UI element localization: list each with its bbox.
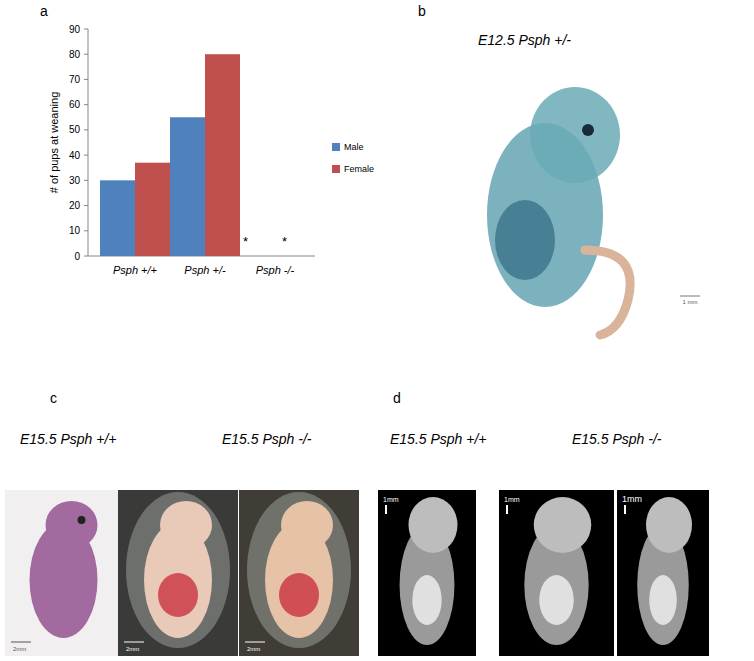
mri-bg xyxy=(499,490,614,656)
liver xyxy=(279,573,319,617)
embryo-eye xyxy=(582,124,594,136)
y-tick xyxy=(84,256,88,257)
mri-head xyxy=(534,497,592,553)
bars xyxy=(100,54,240,256)
scale-bar-label: 1mm xyxy=(383,496,399,503)
embryo-liver xyxy=(495,200,555,280)
y-tick xyxy=(84,104,88,105)
legend-label: Male xyxy=(344,142,364,152)
annotation: * xyxy=(282,234,287,249)
scale-bar-label: 2mm xyxy=(13,646,26,652)
mri-image xyxy=(617,490,709,656)
embryo-head xyxy=(46,501,98,549)
y-tick xyxy=(84,54,88,55)
scale-bar xyxy=(680,296,700,297)
panel-title: E15.5 Psph +/+ xyxy=(20,431,117,447)
eye xyxy=(78,516,86,524)
embryo-b xyxy=(487,87,630,335)
scale-bar xyxy=(11,642,31,643)
legend-swatch xyxy=(332,165,340,173)
legend-swatch xyxy=(332,143,340,151)
scale-bar-label: 2mm xyxy=(126,646,139,652)
photo xyxy=(5,490,122,656)
embryo-head xyxy=(281,501,333,549)
scale-bar-label: 2mm xyxy=(247,646,260,652)
y-tick-label: 80 xyxy=(69,49,81,60)
y-tick-label: 40 xyxy=(69,150,81,161)
scale-bar xyxy=(245,642,265,643)
y-tick-label: 70 xyxy=(69,74,81,85)
x-tick-label: Psph +/+ xyxy=(113,264,158,276)
mri-head xyxy=(646,497,692,553)
embryo-head xyxy=(160,501,212,549)
panel-title: E15.5 Psph -/- xyxy=(572,431,662,447)
yolk-sac xyxy=(247,492,351,648)
panel-label: d xyxy=(393,390,401,406)
mri-head xyxy=(409,497,458,553)
bar xyxy=(205,54,240,256)
mri-image xyxy=(499,490,614,656)
panel-title: E12.5 Psph +/- xyxy=(478,32,571,48)
panel-title: E15.5 Psph +/+ xyxy=(390,431,487,447)
embryo-head xyxy=(530,87,620,183)
y-tick xyxy=(84,180,88,181)
scale-bar-label: 1 mm xyxy=(683,299,698,305)
scale-bar xyxy=(624,505,626,514)
mri-bg xyxy=(378,490,476,656)
photo-bg xyxy=(5,490,122,656)
bar xyxy=(100,180,135,256)
photo xyxy=(239,490,359,656)
scale-bar xyxy=(385,505,387,514)
y-tick xyxy=(84,29,88,30)
photo-bg xyxy=(118,490,238,656)
scale-bar xyxy=(506,505,508,514)
bar xyxy=(135,163,170,256)
mri-organs xyxy=(539,575,574,625)
scale-bar xyxy=(124,642,144,643)
panel-title: E15.5 Psph -/- xyxy=(222,431,312,447)
mri-bg xyxy=(617,490,709,656)
legend-label: Female xyxy=(344,164,374,174)
y-tick-label: 90 xyxy=(69,24,81,35)
y-tick-label: 20 xyxy=(69,200,81,211)
mri-organs xyxy=(412,575,441,625)
mri-organs xyxy=(649,575,677,625)
bar xyxy=(170,117,205,256)
y-tick xyxy=(84,230,88,231)
panel-label: b xyxy=(418,3,426,19)
y-tick-label: 30 xyxy=(69,175,81,186)
scale-bar-label: 1mm xyxy=(504,496,520,503)
y-tick xyxy=(84,205,88,206)
photo xyxy=(118,490,238,656)
y-tick-label: 60 xyxy=(69,99,81,110)
y-axis-label: # of pups at weaning xyxy=(48,92,60,194)
annotation: * xyxy=(243,234,248,249)
y-tick xyxy=(84,79,88,80)
x-tick-label: Psph +/- xyxy=(184,264,226,276)
x-tick-label: Psph -/- xyxy=(256,264,295,276)
y-tick xyxy=(84,129,88,130)
yolk-sac xyxy=(126,492,230,648)
y-tick-label: 0 xyxy=(74,251,80,262)
mri-image xyxy=(378,490,476,656)
y-tick xyxy=(84,155,88,156)
embryo-tail xyxy=(585,250,630,335)
y-axis xyxy=(88,29,89,256)
bar xyxy=(240,256,275,257)
photo-bg xyxy=(239,490,359,656)
panel-label: c xyxy=(50,390,57,406)
figure: 0 10 20 30 40 50 60 70 80 90 # of pups at weaning P… xyxy=(0,0,754,661)
y-tick-label: 10 xyxy=(69,225,81,236)
bar xyxy=(275,256,310,257)
y-tick-label: 50 xyxy=(69,124,81,135)
liver xyxy=(158,573,198,617)
scale-bar-label: 1mm xyxy=(622,494,642,504)
panel-label: a xyxy=(40,3,48,19)
